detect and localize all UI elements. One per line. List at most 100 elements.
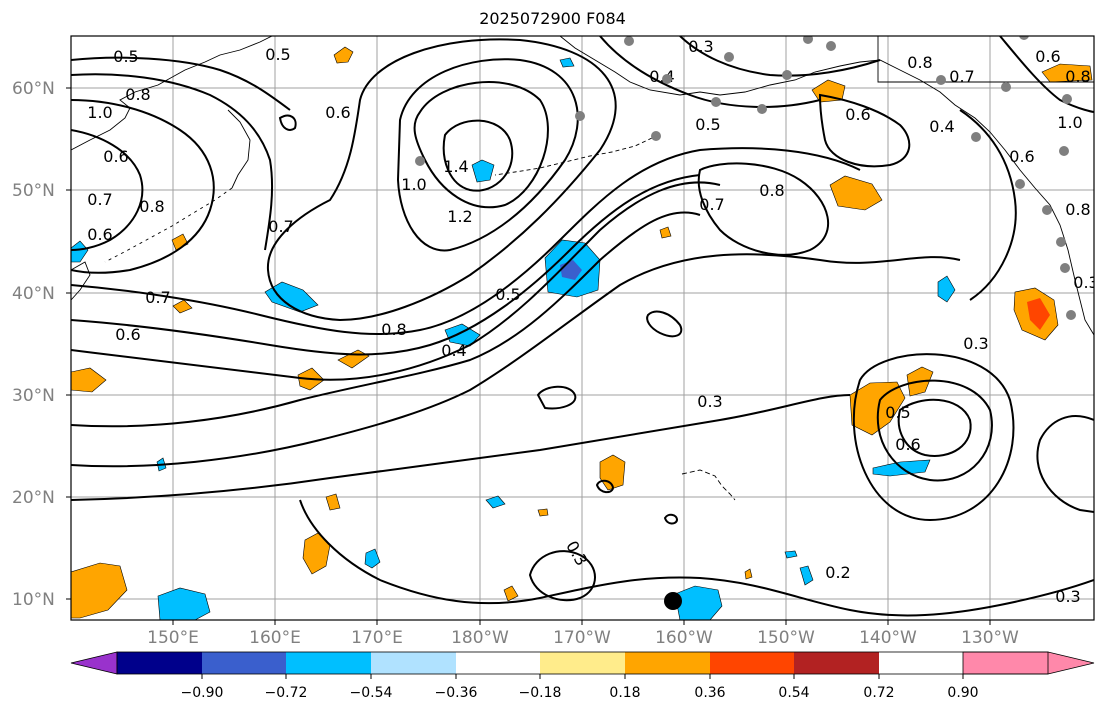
contour-label: 0.4 [929,117,954,136]
contour-label: 0.3 [1055,587,1080,606]
anomaly-shading [71,46,1093,620]
contour-line [71,99,215,274]
highlight-marker [664,592,682,610]
contour-label: 0.5 [885,403,910,422]
contour-line [299,499,1094,617]
contour-line [71,394,851,501]
contour-label: 0.6 [845,105,870,124]
colorbar-tick-label: −0.90 [181,685,224,701]
contour-label: 1.0 [87,103,112,122]
station-marker [971,132,981,142]
longitude-tick-label: 160°W [655,628,713,648]
longitude-tick-label: 170°E [351,628,403,648]
station-marker [724,52,734,62]
contour-line [71,181,721,381]
station-marker [1019,36,1029,40]
contour-label: 1.4 [443,157,468,176]
longitude-axis: 150°E 160°E 170°E 180°W 170°W 160°W 150°… [147,620,1019,648]
contour-line [71,129,144,251]
colorbar-swatch [202,652,286,674]
contour-label: 0.8 [759,181,784,200]
longitude-tick-label: 180°W [451,628,509,648]
negative-anomaly-region [444,323,481,347]
longitude-tick-label: 170°W [553,628,611,648]
aleutian-islands [494,137,653,176]
negative-anomaly-region [937,275,956,303]
contour-label: 0.5 [495,285,520,304]
alaska-coastline [559,36,1094,336]
colorbar-tick-label: 0.18 [609,685,640,701]
positive-anomaly-region [829,175,883,211]
colorbar-tick-label: 0.54 [778,685,809,701]
kuril-islands [104,187,233,263]
contour-line [876,379,993,482]
positive-anomaly-region [172,299,193,314]
contour-label: 0.3 [963,334,988,353]
station-marker [662,74,672,84]
contour-label: 0.5 [265,45,290,64]
colorbar-tick-label: −0.36 [435,685,478,701]
colorbar-tick-label: 0.90 [947,685,978,701]
negative-anomaly-region [71,240,89,263]
contour-label: 0.3 [697,392,722,411]
contour-label: 0.4 [441,341,466,360]
negative-anomaly-region [674,585,723,620]
contour-label: 1.0 [401,175,426,194]
contour-line [1036,415,1094,513]
contour-line [266,38,617,322]
colorbar-swatch [117,652,202,674]
negative-anomaly-region [784,550,798,559]
longitude-tick-label: 130°W [961,628,1019,648]
contour-label: 0.3 [1073,273,1098,292]
contour-label: 1.0 [1057,113,1082,132]
longitude-tick-label: 150°E [147,628,199,648]
station-marker [1015,179,1025,189]
asia-coastline [71,36,273,151]
contour-label: 0.7 [268,217,293,236]
contour-label: 0.8 [1065,67,1090,86]
station-marker [803,36,813,44]
station-marker [624,36,634,46]
contour-line [897,398,972,457]
station-marker [711,97,721,107]
contour-label: 0.8 [125,85,150,104]
positive-anomaly-region [325,493,341,511]
contour-label: 0.2 [825,563,850,582]
colorbar-tick-label: 0.72 [863,685,894,701]
contour-line [442,119,514,192]
negative-anomaly-region [799,565,814,586]
station-marker [1060,263,1070,273]
latitude-tick-label: 60°N [12,79,55,99]
longitude-tick-label: 150°W [757,628,815,648]
contour-line [528,550,596,602]
station-marker [1042,205,1052,215]
station-marker [1059,146,1069,156]
positive-anomaly-region [1027,298,1050,330]
colorbar-swatch [540,652,625,674]
contour-line [413,81,549,209]
contour-label: 1.2 [447,207,472,226]
contour-label: 0.6 [895,435,920,454]
colorbar-min-extension [70,651,118,675]
colorbar-tick-label: −0.54 [350,685,393,701]
contour-label: 0.8 [1065,200,1090,219]
positive-anomaly-region [503,585,519,602]
station-marker [782,70,792,80]
colorbar-swatch [794,652,879,674]
alaska-inset-box [877,36,1094,83]
contour-line [396,58,579,252]
latitude-tick-label: 40°N [12,284,55,304]
map-title: 2025072900 F084 [479,9,626,28]
positive-anomaly-region [744,568,753,580]
contour-label: 0.6 [87,225,112,244]
contour-line [679,36,881,77]
contour-line [71,253,961,468]
positive-anomaly-region [537,508,549,517]
colorbar: −0.90 −0.72 −0.54 −0.36 −0.18 0.18 0.36 … [70,651,1095,701]
positive-anomaly-region [71,562,128,619]
negative-anomaly-region [364,548,381,569]
negative-anomaly-region [471,159,495,183]
contour-line [278,114,297,131]
contour-line [599,36,821,108]
station-marker [575,111,585,121]
